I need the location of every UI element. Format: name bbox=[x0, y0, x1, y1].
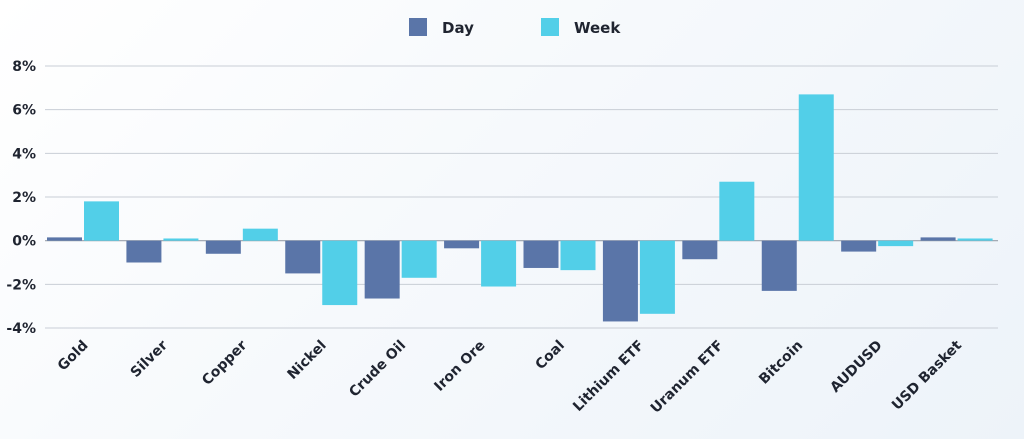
x-tick-label: AUDUSD bbox=[827, 338, 885, 396]
y-tick-label: 6% bbox=[12, 103, 36, 119]
bar-week-crude-oil bbox=[401, 240, 437, 278]
x-tick-label: Coal bbox=[533, 338, 568, 373]
y-tick-label: 2% bbox=[12, 190, 36, 206]
y-tick-label: 4% bbox=[12, 146, 36, 162]
legend-label-week: Week bbox=[574, 19, 621, 37]
bar-week-usd-basket bbox=[957, 238, 993, 241]
bar-week-coal bbox=[560, 240, 596, 271]
x-tick-label: USD Basket bbox=[889, 337, 965, 413]
bar-week-bitcoin bbox=[798, 94, 834, 241]
bar-day-uranum-etf bbox=[682, 240, 718, 260]
x-axis: Gold Silver Copper Nickel Crude Oil Iron Ore C… bbox=[55, 337, 966, 416]
bar-week-nickel bbox=[322, 240, 358, 306]
bar-day-audusd bbox=[841, 240, 877, 252]
bar-day-iron-ore bbox=[444, 240, 480, 249]
legend-label-day: Day bbox=[442, 19, 474, 37]
x-tick-label: Uranum ETF bbox=[648, 338, 727, 417]
bar-week-lithium-etf bbox=[639, 240, 675, 314]
bar-day-nickel bbox=[285, 240, 321, 274]
y-tick-label: -4% bbox=[6, 321, 36, 337]
y-tick-label: 8% bbox=[12, 59, 36, 75]
gridlines bbox=[45, 65, 998, 329]
y-axis: -4% -2% 0% 2% 4% 6% 8% bbox=[6, 59, 36, 337]
bar-day-copper bbox=[205, 240, 241, 254]
x-tick-label: Copper bbox=[199, 337, 250, 388]
y-tick-label: -2% bbox=[6, 277, 36, 293]
bar-week-uranum-etf bbox=[719, 181, 755, 241]
legend-swatch-week bbox=[541, 18, 559, 36]
x-tick-label: Lithium ETF bbox=[570, 338, 647, 415]
legend: Day Week bbox=[409, 18, 621, 37]
bar-day-silver bbox=[126, 240, 162, 263]
x-tick-label: Gold bbox=[55, 338, 92, 375]
y-tick-label: 0% bbox=[12, 234, 36, 250]
bars bbox=[47, 94, 993, 322]
x-tick-label: Iron Ore bbox=[431, 338, 488, 395]
bar-day-crude-oil bbox=[364, 240, 400, 299]
bar-day-coal bbox=[523, 240, 559, 268]
bar-week-audusd bbox=[878, 240, 914, 247]
bar-day-lithium-etf bbox=[602, 240, 638, 322]
x-tick-label: Nickel bbox=[284, 338, 329, 383]
bar-day-bitcoin bbox=[761, 240, 797, 291]
bar-day-gold bbox=[47, 237, 82, 241]
x-tick-label: Crude Oil bbox=[346, 338, 409, 401]
bar-week-silver bbox=[163, 238, 199, 241]
bar-week-iron-ore bbox=[481, 240, 517, 287]
bar-week-gold bbox=[84, 201, 119, 241]
x-tick-label: Bitcoin bbox=[756, 338, 806, 388]
bar-day-usd-basket bbox=[920, 237, 956, 241]
legend-swatch-day bbox=[409, 18, 427, 36]
x-tick-label: Silver bbox=[128, 337, 171, 380]
bar-week-copper bbox=[242, 228, 278, 241]
